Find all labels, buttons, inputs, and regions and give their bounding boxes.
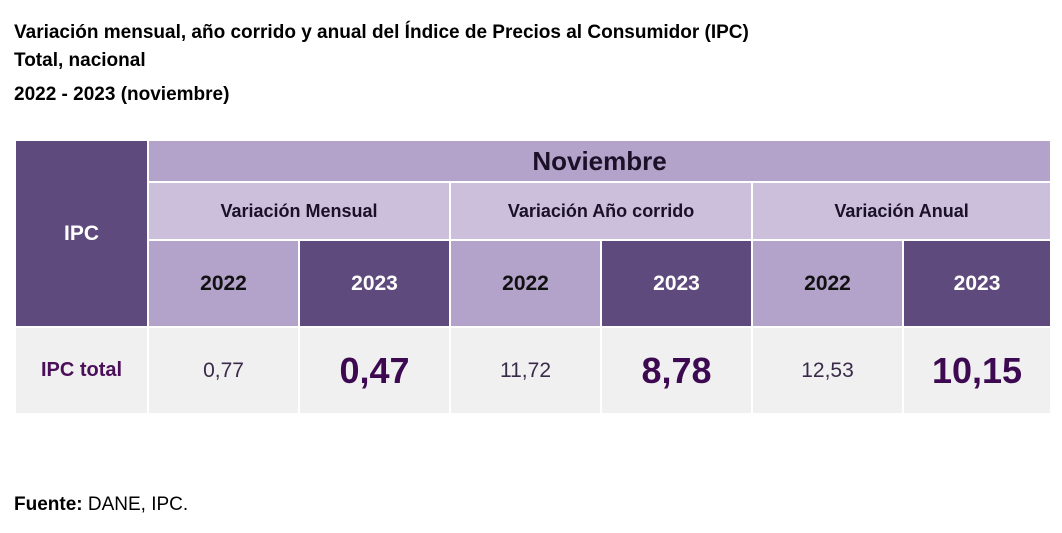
title-main: Variación mensual, año corrido y anual d… [14, 22, 749, 43]
source-note: Fuente: DANE, IPC. [14, 494, 188, 516]
value-mensual-2023: 0,47 [298, 326, 451, 415]
ipc-corner-header: IPC [14, 139, 149, 328]
value-ano-corrido-2023: 8,78 [600, 326, 753, 415]
title-period: 2022 - 2023 (noviembre) [14, 84, 230, 105]
value-anual-2023: 10,15 [901, 326, 1053, 415]
title-block: Variación mensual, año corrido y anual d… [14, 18, 749, 110]
value-anual-2022: 12,53 [751, 326, 904, 415]
title-scope: Total, nacional [14, 50, 146, 71]
source-text: DANE, IPC. [82, 494, 189, 515]
group-header-row: Variación Mensual Variación Año corrido … [15, 181, 1053, 241]
year-header: 2022 [449, 239, 602, 328]
ipc-table: IPC Noviembre Variación Mensual Variació… [14, 139, 1053, 415]
value-ano-corrido-2022: 11,72 [449, 326, 602, 415]
group-header-anual: Variación Anual [750, 181, 1053, 241]
table-row: IPC total 0,77 0,47 11,72 8,78 12,53 10,… [14, 326, 1053, 415]
group-header-ano-corrido: Variación Año corrido [449, 181, 753, 241]
source-label: Fuente: [14, 494, 83, 515]
year-header: 2023 [901, 239, 1053, 328]
year-header: 2023 [298, 239, 451, 328]
month-header: Noviembre [146, 139, 1053, 183]
group-header-mensual: Variación Mensual [147, 181, 451, 241]
year-header: 2022 [147, 239, 300, 328]
month-header-row: IPC Noviembre [14, 139, 1053, 328]
year-header: 2022 [751, 239, 904, 328]
year-header-row: 2022 2023 2022 2023 2022 2023 [15, 239, 1053, 328]
row-label-ipc-total: IPC total [14, 326, 149, 415]
value-mensual-2022: 0,77 [147, 326, 300, 415]
year-header: 2023 [600, 239, 753, 328]
